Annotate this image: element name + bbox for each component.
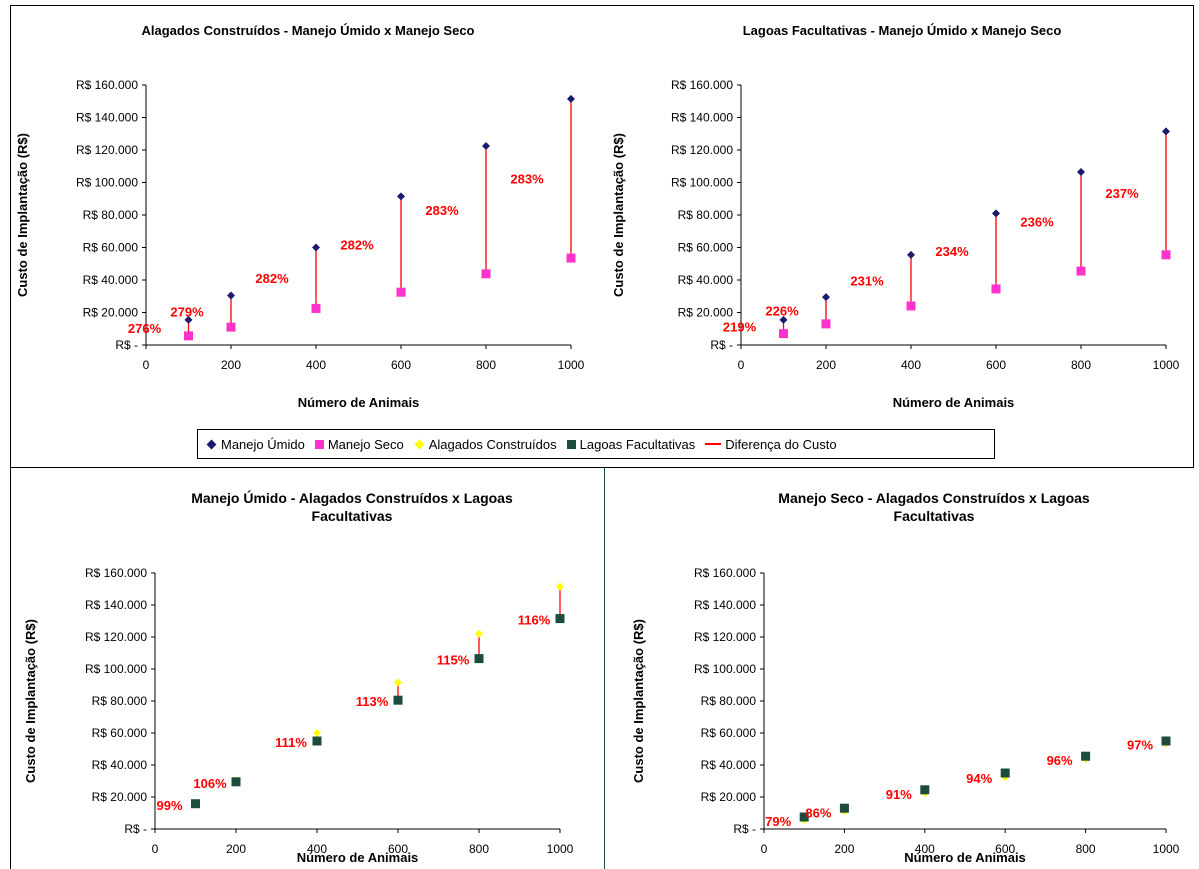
red-line-icon <box>705 443 722 445</box>
chart-panel-top-right <box>604 5 1194 427</box>
legend-item-manejo-umido: Manejo Úmido <box>206 437 305 452</box>
legend-item-alagados: Alagados Construídos <box>414 437 557 452</box>
legend-label: Manejo Seco <box>327 436 404 452</box>
chart-panel-bottom-left <box>10 468 605 869</box>
green-square-icon <box>566 439 576 449</box>
magenta-square-icon <box>314 439 324 449</box>
legend-label: Manejo Úmido <box>221 436 305 452</box>
chart-panel-bottom-right <box>604 468 1194 869</box>
chart-panel-top-left <box>10 5 605 427</box>
legend-label: Lagoas Facultativas <box>579 436 696 452</box>
legend-label: Alagados Construídos <box>428 436 557 452</box>
legend: Manejo Úmido Manejo Seco Alagados Constr… <box>197 429 995 459</box>
legend-item-diferenca: Diferença do Custo <box>705 436 837 452</box>
navy-diamond-icon <box>206 439 217 449</box>
yellow-diamond-icon <box>414 439 425 449</box>
legend-item-lagoas: Lagoas Facultativas <box>566 436 696 452</box>
legend-item-manejo-seco: Manejo Seco <box>314 436 404 452</box>
legend-label: Diferença do Custo <box>725 436 837 452</box>
